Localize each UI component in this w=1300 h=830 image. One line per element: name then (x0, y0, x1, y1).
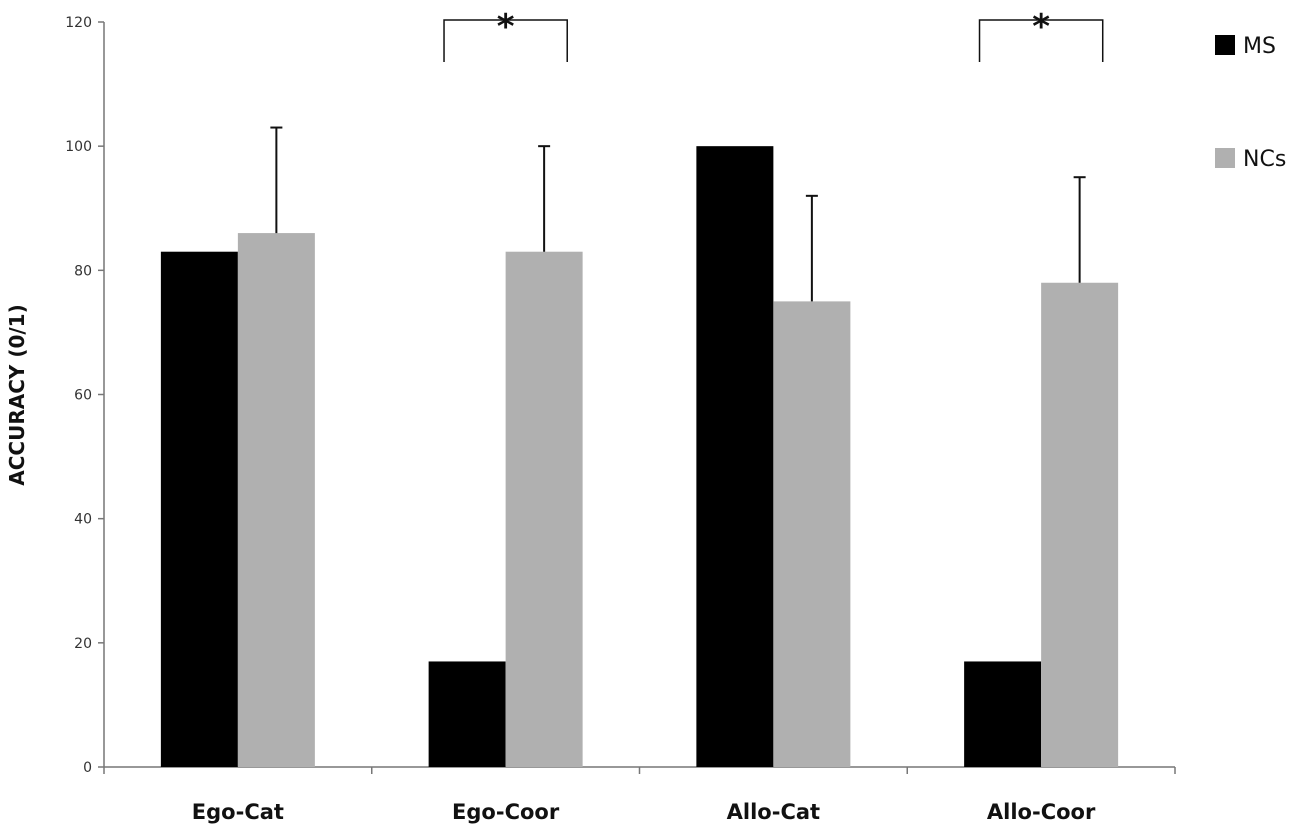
y-tick-label: 120 (65, 15, 92, 31)
significance-bracket (443, 19, 568, 62)
legend-label-ncs: NCs (1243, 147, 1286, 172)
x-tick-label: Ego-Cat (192, 800, 284, 824)
legend-swatch-ms (1215, 35, 1235, 55)
x-tick-label: Ego-Coor (452, 800, 560, 824)
bar-ms (160, 251, 238, 768)
annotations: * * (443, 7, 1104, 62)
y-tick-label: 60 (74, 388, 92, 404)
y-tick-label: 20 (74, 636, 92, 652)
bar-ncs (237, 233, 315, 768)
x-tick-label: Allo-Cat (727, 800, 820, 824)
legend-label-ms: MS (1243, 34, 1276, 59)
x-tick-label: Allo-Coor (987, 800, 1096, 824)
y-axis-label: ACCURACY (0/1) (5, 304, 29, 486)
significance-bracket (978, 19, 1104, 62)
bar-ncs (773, 301, 851, 767)
axes: 0 20 40 60 80 100 120 Ego-Cat Ego-Coor Allo-Cat Al… (65, 15, 1176, 824)
legend: MS NCs (1215, 34, 1286, 172)
y-tick-label: 0 (83, 760, 92, 776)
bar-ncs (505, 251, 583, 768)
significance-star: * (1032, 7, 1050, 47)
bar-ms (964, 661, 1042, 767)
bars (160, 126, 1119, 768)
bar-ms (696, 146, 774, 767)
legend-swatch-ncs (1215, 148, 1235, 168)
significance-star: * (497, 7, 515, 47)
bar-ms (428, 661, 506, 767)
y-tick-label: 80 (74, 263, 92, 279)
y-tick-label: 100 (65, 139, 92, 155)
y-tick-label: 40 (74, 512, 92, 528)
bar-ncs (1041, 282, 1119, 767)
